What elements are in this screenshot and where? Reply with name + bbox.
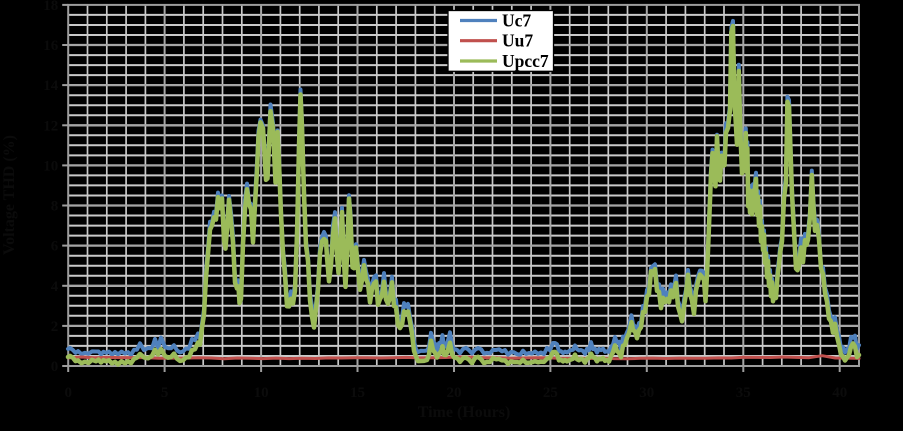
svg-text:18: 18 [43, 0, 58, 14]
svg-text:20: 20 [447, 385, 462, 401]
svg-text:0: 0 [64, 385, 72, 401]
svg-text:12: 12 [43, 118, 58, 134]
svg-text:8: 8 [51, 199, 59, 215]
svg-text:15: 15 [350, 385, 365, 401]
svg-text:40: 40 [832, 385, 847, 401]
svg-text:6: 6 [51, 239, 59, 255]
svg-text:30: 30 [639, 385, 654, 401]
svg-text:Uc7: Uc7 [502, 11, 531, 31]
svg-text:10: 10 [43, 158, 58, 174]
svg-text:10: 10 [254, 385, 269, 401]
svg-text:4: 4 [51, 279, 59, 295]
svg-text:14: 14 [43, 78, 59, 94]
svg-text:0: 0 [51, 359, 59, 375]
svg-text:Uu7: Uu7 [502, 31, 533, 51]
svg-text:Voltage THD (%): Voltage THD (%) [1, 135, 18, 255]
svg-text:25: 25 [543, 385, 558, 401]
svg-text:Upcc7: Upcc7 [502, 51, 549, 71]
svg-text:16: 16 [43, 38, 59, 54]
svg-text:2: 2 [51, 319, 59, 335]
svg-text:35: 35 [736, 385, 751, 401]
svg-text:Time (Hours): Time (Hours) [418, 404, 511, 421]
svg-text:5: 5 [161, 385, 169, 401]
